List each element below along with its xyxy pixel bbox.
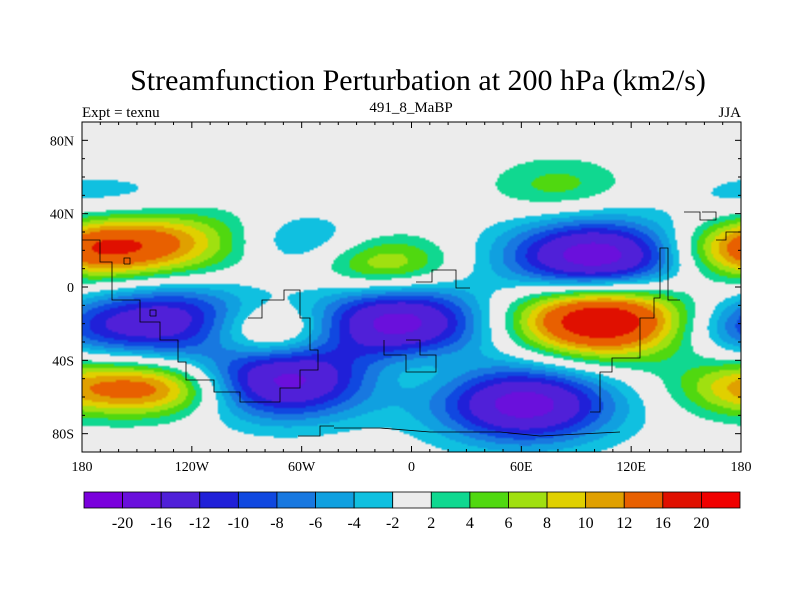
coastline-0 (82, 239, 319, 403)
colorbar-box (585, 491, 625, 509)
colorbar-label: 6 (504, 515, 512, 532)
colorbar: -20 -16 -12 -10 -8 -6 -4 -2 2 4 6 8 10 12 16 20 (83, 491, 741, 532)
y-tick-label: 40S (52, 354, 74, 369)
x-tick-label: 180 (72, 460, 93, 475)
colorbar-label: 20 (693, 515, 709, 532)
coastline-6 (334, 427, 621, 437)
colorbar-label: -10 (228, 515, 249, 532)
coastline-9 (149, 309, 157, 317)
colorbar-box (122, 491, 162, 509)
x-tick-label: 60E (510, 460, 533, 475)
colorbar-box (430, 491, 471, 509)
y-tick-label: 0 (67, 281, 74, 296)
colorbar-label: -20 (112, 515, 133, 532)
coastlines (82, 211, 741, 437)
right-string: JJA (718, 105, 741, 121)
colorbar-box (469, 491, 509, 509)
colorbar-box (199, 491, 239, 509)
colorbar-box (83, 491, 123, 509)
streamfunction-field (82, 122, 741, 452)
coastline-2 (383, 339, 437, 373)
left-string: Expt = texnu (82, 105, 160, 121)
colorbar-label: 16 (655, 515, 671, 532)
colorbar-box (353, 491, 394, 509)
colorbar-box (315, 491, 355, 509)
colorbar-box (276, 491, 316, 509)
colorbar-box (662, 491, 702, 509)
colorbar-label: -2 (386, 515, 399, 532)
coastline-3 (590, 247, 680, 413)
coastline-4 (684, 211, 717, 221)
colorbar-label: -8 (270, 515, 283, 532)
y-tick-label: 80N (50, 134, 74, 149)
x-tick-label: 60W (288, 460, 316, 475)
colorbar-box (623, 491, 664, 509)
colorbar-box (508, 491, 548, 509)
coastline-8 (123, 257, 131, 265)
axes: 180 120W 60W 0 60E 120E 180 80N 40N 0 40S 80S (50, 121, 752, 475)
coastline-7 (298, 425, 334, 437)
chart-title: Streamfunction Perturbation at 200 hPa (… (130, 64, 706, 97)
colorbar-label: 12 (616, 515, 632, 532)
colorbar-label: 2 (427, 515, 435, 532)
colorbar-box (160, 491, 201, 509)
colorbar-label: -6 (309, 515, 322, 532)
colorbar-label: 4 (466, 515, 474, 532)
coastline-1 (416, 269, 470, 289)
y-tick-label: 80S (52, 428, 74, 443)
colorbar-box (237, 491, 278, 509)
x-tick-label: 120E (616, 460, 646, 475)
colorbar-box (546, 491, 587, 509)
colorbar-label: 10 (578, 515, 594, 532)
colorbar-label: 8 (543, 515, 551, 532)
colorbar-box (392, 491, 432, 509)
colorbar-label: -4 (347, 515, 360, 532)
x-tick-label: 120W (175, 460, 210, 475)
colorbar-box (701, 491, 741, 509)
plot-area (81, 121, 742, 453)
coastline-5 (716, 231, 741, 241)
colorbar-label: -12 (189, 515, 210, 532)
colorbar-label: -16 (151, 515, 172, 532)
x-tick-label: 0 (408, 460, 415, 475)
center-string: 491_8_MaBP (369, 100, 452, 116)
x-tick-label: 180 (731, 460, 752, 475)
y-tick-label: 40N (50, 208, 74, 223)
